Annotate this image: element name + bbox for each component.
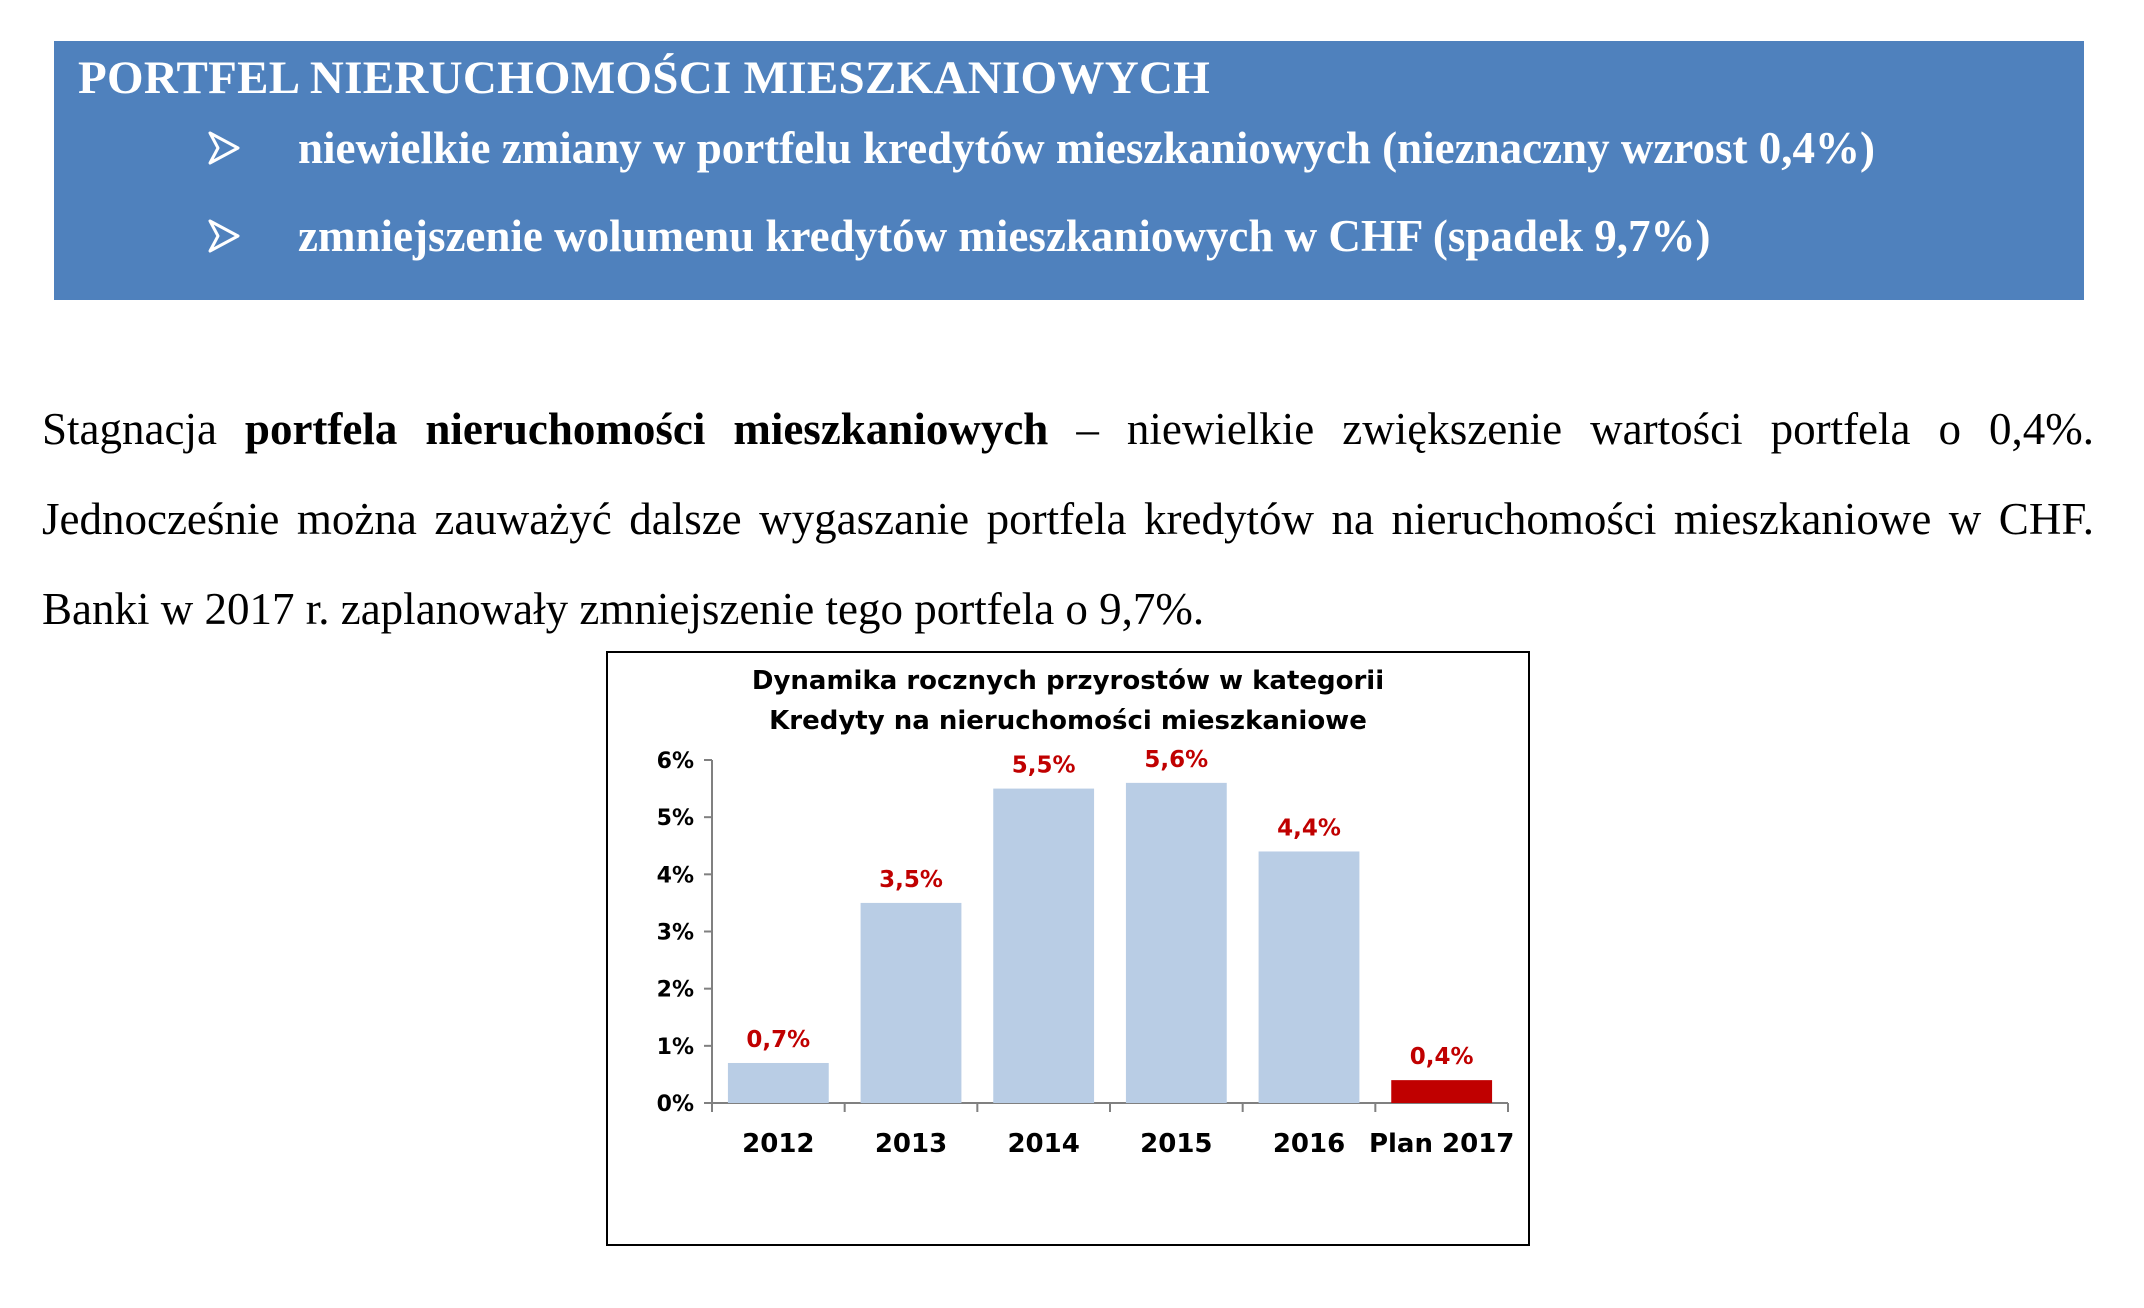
- bar-value-label: 0,7%: [746, 1027, 810, 1053]
- banner-bullet-text: niewielkie zmiany w portfelu kredytów mi…: [298, 123, 1875, 173]
- x-category-label: 2015: [1140, 1129, 1212, 1159]
- arrowhead-bullet-icon: [208, 219, 240, 253]
- bar: [1391, 1080, 1493, 1103]
- arrowhead-bullet-icon: [208, 131, 240, 165]
- banner-bullet-text: zmniejszenie wolumenu kredytów mieszkani…: [298, 211, 1711, 261]
- bar-value-label: 4,4%: [1277, 815, 1341, 841]
- chart-frame: Dynamika rocznych przyrostów w kategorii…: [606, 651, 1530, 1246]
- bar-value-label: 5,6%: [1144, 747, 1208, 773]
- x-category-label: 2016: [1273, 1129, 1345, 1159]
- bar: [993, 788, 1095, 1103]
- bar: [1258, 851, 1360, 1103]
- y-tick-label: 1%: [657, 1035, 694, 1060]
- y-tick-label: 6%: [657, 749, 694, 774]
- y-tick-label: 0%: [657, 1092, 694, 1117]
- header-banner: PORTFEL NIERUCHOMOŚCI MIESZKANIOWYCH nie…: [54, 41, 2084, 300]
- banner-bullet: zmniejszenie wolumenu kredytów mieszkani…: [78, 207, 2084, 265]
- x-category-label: 2012: [742, 1129, 814, 1159]
- banner-bullet-list: niewielkie zmiany w portfelu kredytów mi…: [78, 119, 2084, 265]
- chart-title-block: Dynamika rocznych przyrostów w kategorii…: [608, 661, 1528, 741]
- body-paragraph: Stagnacja portfela nieruchomości mieszka…: [42, 384, 2094, 654]
- bar-value-label: 5,5%: [1012, 753, 1076, 779]
- y-tick-label: 5%: [657, 806, 694, 831]
- bar: [727, 1062, 829, 1103]
- bar-chart: 0% 1% 2% 3% 4% 5% 6% 0,7% 2012 3,5% 2013 5,5% 2014 5,…: [657, 747, 1515, 1159]
- y-tick-label: 3%: [657, 921, 694, 946]
- paragraph-bold-phrase: portfela nieruchomości mieszkaniowych: [244, 404, 1049, 454]
- paragraph-lead: Stagnacja: [42, 404, 245, 454]
- banner-bullet: niewielkie zmiany w portfelu kredytów mi…: [78, 119, 2084, 177]
- paragraph-rest: – niewielkie zwiększenie wartości portfe…: [42, 404, 2094, 634]
- x-category-label: 2014: [1007, 1129, 1079, 1159]
- bar-value-label: 3,5%: [879, 867, 943, 893]
- y-tick-label: 4%: [657, 863, 694, 888]
- bar: [860, 902, 962, 1103]
- x-category-label: 2013: [875, 1129, 947, 1159]
- bar-value-label: 0,4%: [1410, 1044, 1474, 1070]
- chart-subtitle: Kredyty na nieruchomości mieszkaniowe: [769, 706, 1367, 736]
- banner-title: PORTFEL NIERUCHOMOŚCI MIESZKANIOWYCH: [78, 52, 1211, 104]
- x-category-label: Plan 2017: [1369, 1129, 1514, 1159]
- bar: [1125, 782, 1227, 1103]
- y-tick-label: 2%: [657, 978, 694, 1003]
- chart-title: Dynamika rocznych przyrostów w kategorii: [751, 666, 1385, 696]
